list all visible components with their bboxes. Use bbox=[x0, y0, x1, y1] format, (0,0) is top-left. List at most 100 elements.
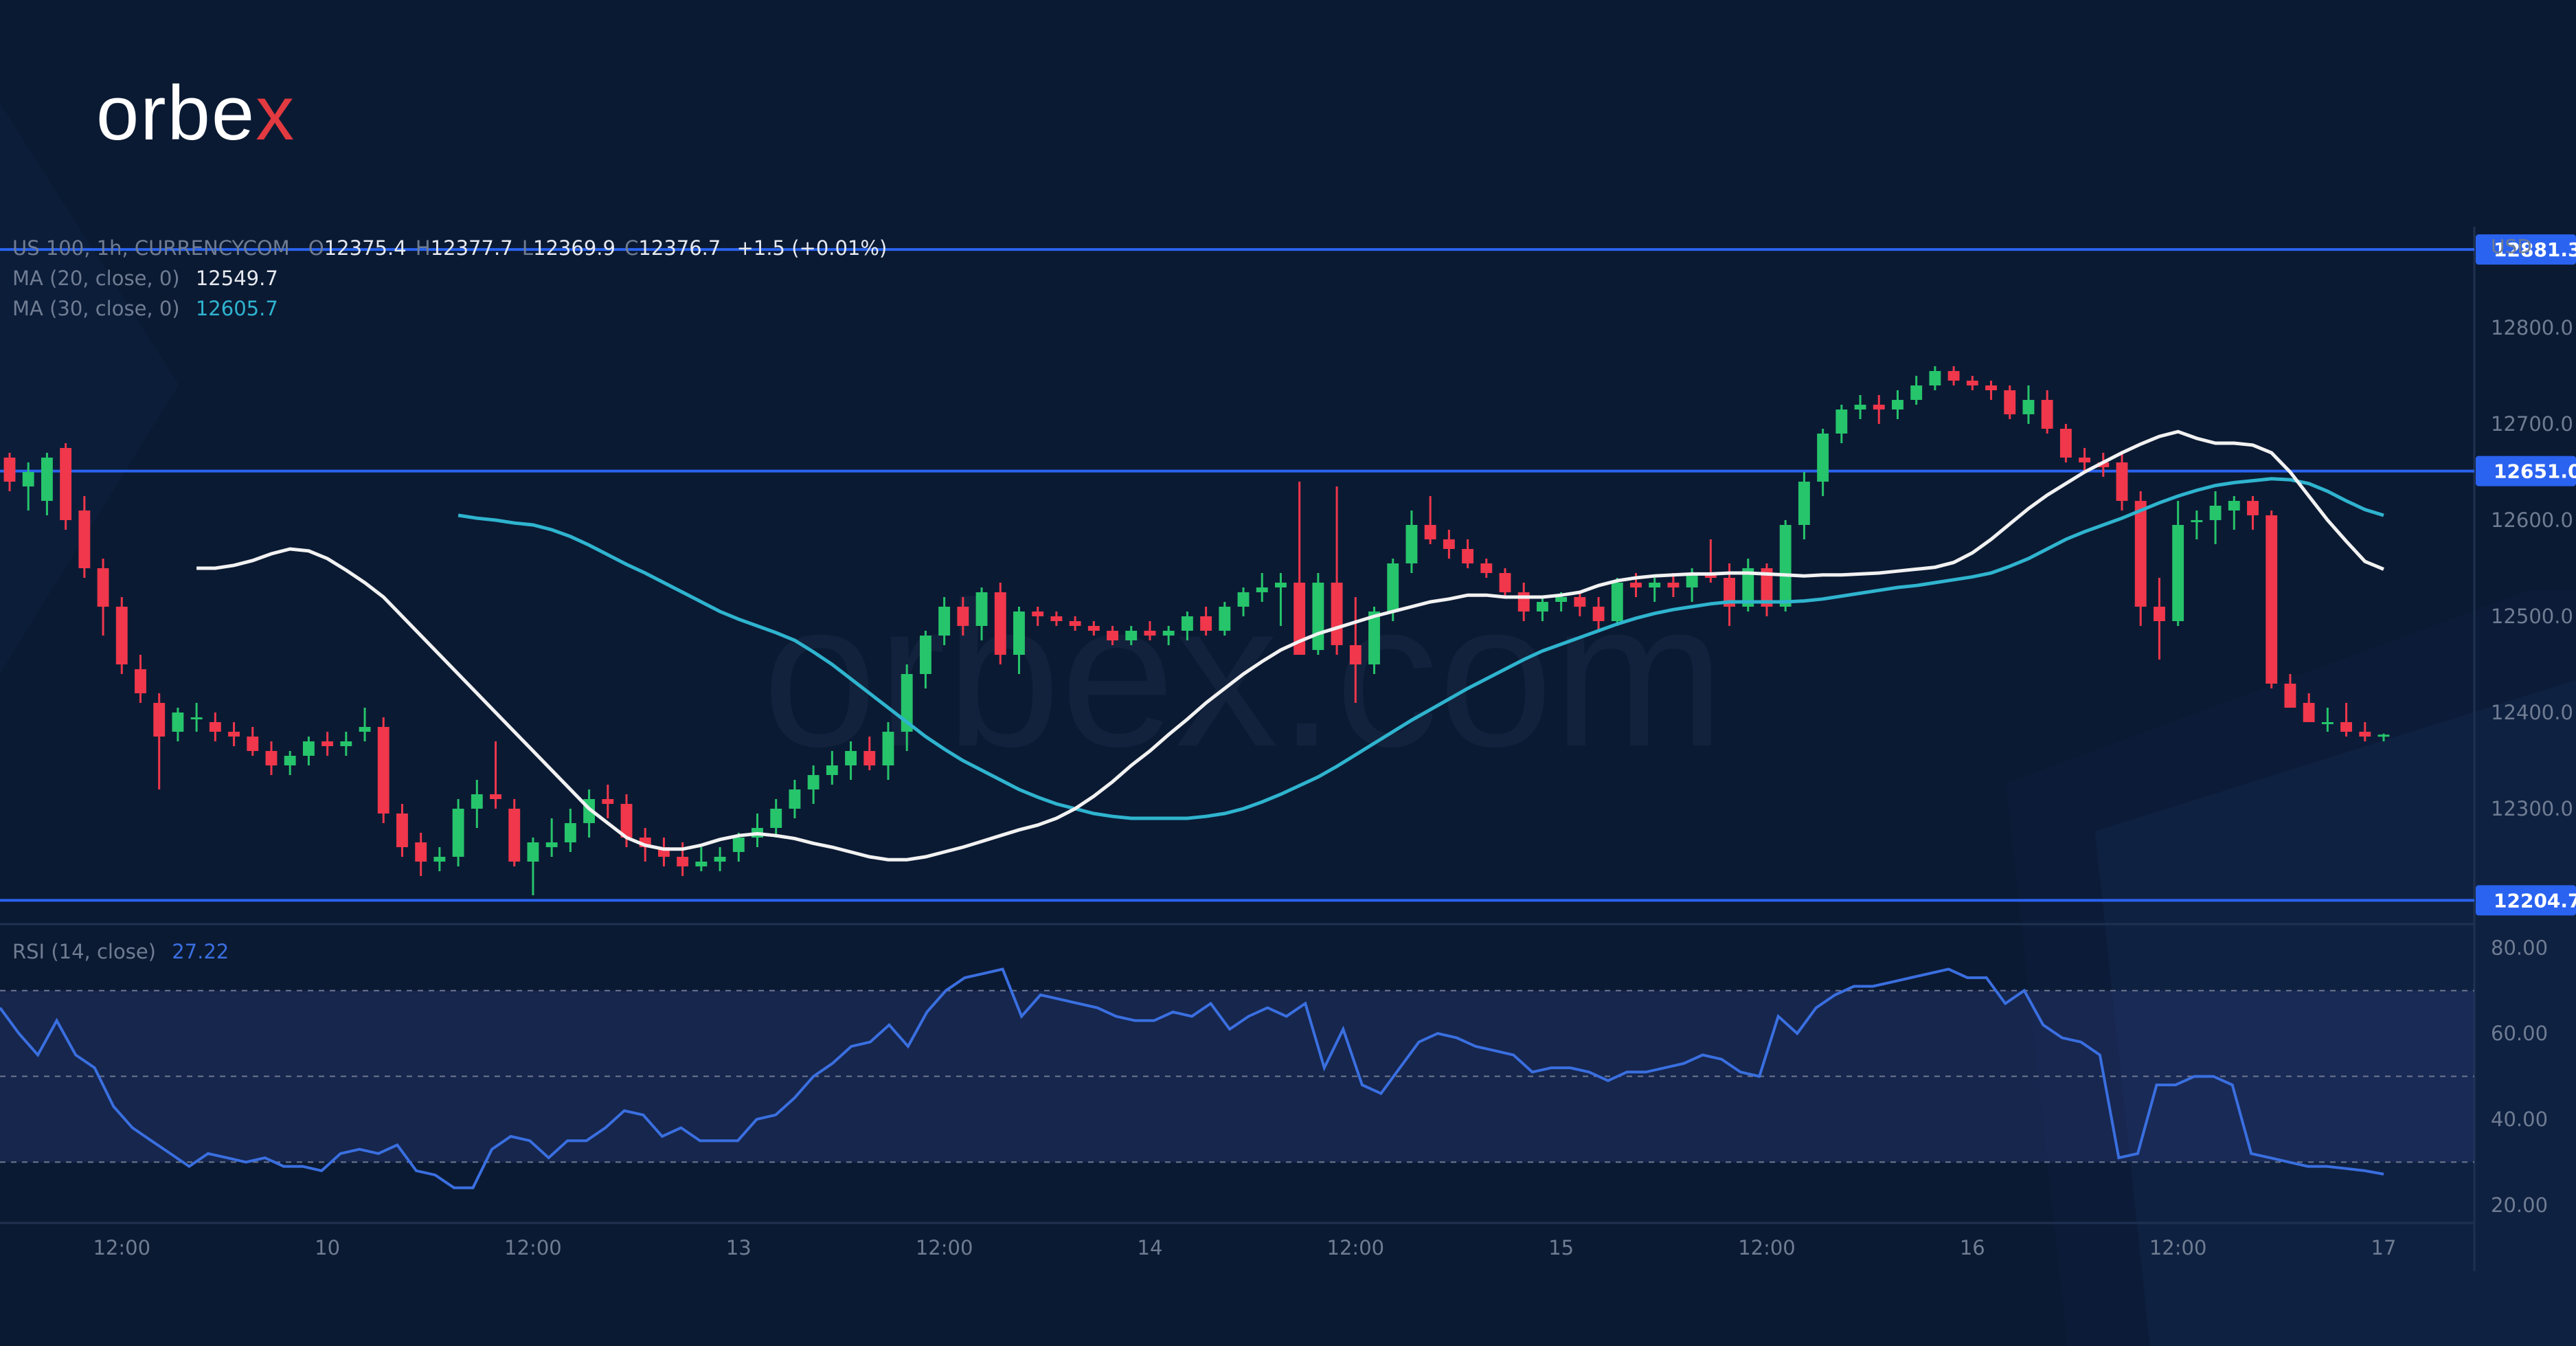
candle-body bbox=[2079, 458, 2091, 462]
ma30-label: MA (30, close, 0) bbox=[12, 297, 180, 320]
candle-body bbox=[452, 809, 464, 857]
candle-body bbox=[1910, 385, 1923, 400]
time-tick-label: 12:00 bbox=[916, 1236, 973, 1259]
candle-body bbox=[78, 511, 91, 568]
candle-body bbox=[153, 703, 166, 737]
change-value: +1.5 (+0.01%) bbox=[736, 236, 888, 260]
candle-body bbox=[2377, 734, 2390, 737]
rsi-tick-label: 40.00 bbox=[2491, 1108, 2548, 1131]
ma30-value: 12605.7 bbox=[195, 297, 278, 320]
time-tick-label: 13 bbox=[726, 1236, 752, 1259]
close-value: 12376.7 bbox=[638, 236, 721, 260]
background-decoration bbox=[0, 103, 2576, 1346]
time-tick-label: 12:00 bbox=[93, 1236, 150, 1259]
candle-body bbox=[1107, 631, 1118, 640]
low-value: 12369.9 bbox=[533, 236, 615, 260]
price-axis: 12800.0 12700.0 12600.0 12500.0 12400.0 12300… bbox=[2491, 316, 2573, 820]
candle-body bbox=[209, 722, 221, 732]
candle-body bbox=[265, 751, 278, 765]
candle-body bbox=[2172, 525, 2184, 621]
candle-body bbox=[845, 751, 857, 765]
candle-body bbox=[2228, 501, 2240, 511]
candle-body bbox=[1892, 400, 1903, 410]
candle-body bbox=[527, 842, 539, 862]
price-tick-label: 12300.0 bbox=[2491, 797, 2573, 820]
candle-body bbox=[2116, 462, 2128, 501]
candle-body bbox=[247, 737, 259, 751]
candle-body bbox=[1013, 612, 1025, 655]
logo-x: x bbox=[256, 70, 296, 156]
candle-body bbox=[190, 717, 203, 719]
ma20-line bbox=[196, 429, 2384, 862]
rsi-legend: RSI (14, close) 27.22 bbox=[12, 940, 231, 963]
candle-body bbox=[714, 857, 726, 862]
level-label-bg bbox=[2476, 234, 2576, 265]
candle-body bbox=[1555, 597, 1568, 602]
candle-body bbox=[957, 607, 969, 626]
high-value: 12377.7 bbox=[430, 236, 513, 260]
candle-body bbox=[433, 857, 446, 862]
candle-body bbox=[938, 607, 951, 636]
candle-body bbox=[284, 756, 296, 765]
candle-body bbox=[60, 448, 72, 520]
close-label: C bbox=[624, 236, 639, 260]
price-tick-label: 12700.0 bbox=[2491, 412, 2573, 436]
candle-body bbox=[1424, 525, 1436, 539]
candle-body bbox=[377, 727, 389, 814]
candle-body bbox=[1462, 549, 1474, 563]
level-label: 12651.0 bbox=[2494, 460, 2576, 483]
candle-body bbox=[2359, 732, 2371, 737]
candle-body bbox=[732, 838, 745, 852]
rsi-tick-label: 80.00 bbox=[2491, 936, 2548, 959]
time-tick-label: 16 bbox=[1960, 1236, 1985, 1259]
candle-body bbox=[807, 775, 820, 789]
level-label-bg bbox=[2476, 456, 2576, 486]
candle-body bbox=[1050, 616, 1063, 621]
candle-body bbox=[826, 765, 838, 775]
candle-body bbox=[1256, 587, 1268, 592]
candle-body bbox=[2321, 722, 2334, 724]
candle-body bbox=[228, 732, 240, 737]
candle-body bbox=[1312, 583, 1324, 650]
candlestick-series bbox=[3, 366, 2390, 895]
candle-body bbox=[135, 669, 146, 693]
open-value: 12375.4 bbox=[324, 236, 407, 260]
open-label: O bbox=[308, 236, 324, 260]
candle-body bbox=[1779, 525, 1792, 607]
rsi-line bbox=[0, 967, 2384, 1189]
candle-body bbox=[1630, 583, 1642, 587]
time-tick-label: 15 bbox=[1548, 1236, 1574, 1259]
candle-body bbox=[1742, 568, 1754, 607]
price-tick-label: 12800.0 bbox=[2491, 316, 2573, 339]
candle-body bbox=[2154, 607, 2165, 621]
candle-body bbox=[564, 823, 576, 842]
candle-body bbox=[882, 732, 894, 765]
candle-body bbox=[545, 842, 558, 847]
candle-body bbox=[994, 592, 1006, 655]
low-label: L bbox=[521, 236, 534, 260]
level-label: 12204.7 bbox=[2494, 889, 2576, 912]
candle-body bbox=[1985, 385, 1997, 390]
candle-body bbox=[1649, 583, 1661, 587]
ma30-line bbox=[457, 477, 2384, 820]
candle-body bbox=[919, 636, 931, 674]
candle-body bbox=[2004, 390, 2016, 414]
candle-body bbox=[321, 741, 334, 746]
candle-body bbox=[415, 842, 427, 862]
candle-body bbox=[1611, 583, 1623, 621]
candle-body bbox=[1200, 616, 1212, 631]
candle-body bbox=[490, 794, 501, 799]
candle-body bbox=[1667, 583, 1680, 587]
candle-body bbox=[620, 804, 633, 838]
rsi-tick-label: 20.00 bbox=[2491, 1193, 2548, 1217]
candle-body bbox=[789, 789, 801, 809]
level-label-bg bbox=[2476, 885, 2576, 916]
level-label: 12881.3 bbox=[2494, 238, 2576, 261]
candle-body bbox=[1387, 563, 1399, 612]
candle-body bbox=[1592, 607, 1605, 621]
candle-body bbox=[2041, 400, 2053, 429]
candle-body bbox=[41, 458, 53, 501]
candle-body bbox=[1331, 583, 1343, 645]
price-tick-label: 12400.0 bbox=[2491, 701, 2573, 724]
